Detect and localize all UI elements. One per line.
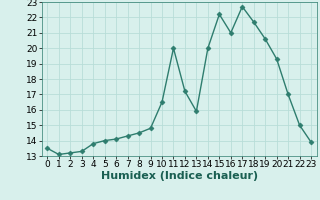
X-axis label: Humidex (Indice chaleur): Humidex (Indice chaleur) [100,171,258,181]
